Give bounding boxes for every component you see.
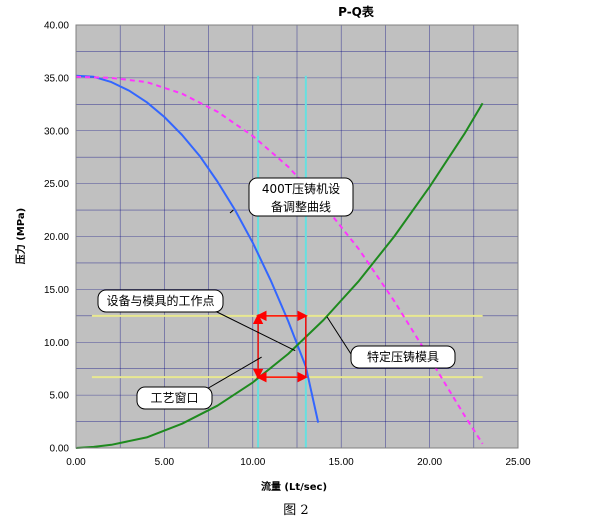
callout-pointer-machine — [229, 209, 234, 214]
x-axis-title: 流量 (Lt/sec) — [261, 480, 327, 493]
chart-title: P-Q表 — [338, 4, 375, 19]
x-tick-label: 15.00 — [329, 457, 354, 468]
x-tick-label: 25.00 — [505, 457, 530, 468]
x-tick-label: 20.00 — [417, 457, 442, 468]
callout-pointer-window — [204, 356, 262, 391]
y-tick-label: 15.00 — [44, 285, 69, 296]
y-tick-label: 40.00 — [44, 21, 69, 32]
plot-frame — [75, 24, 519, 449]
series-line-2 — [75, 75, 484, 445]
callout-pointer-die — [326, 316, 352, 355]
work-window-box — [252, 310, 308, 383]
x-tick-label: 0.00 — [66, 457, 86, 468]
series-line-3 — [75, 102, 484, 449]
callout-box-work_point — [97, 289, 224, 313]
callout-text-die: 特定压铸模具 — [367, 349, 439, 364]
callout-text-machine: 备调整曲线 — [271, 199, 331, 214]
y-tick-label: 20.00 — [44, 232, 69, 243]
callout-box-window — [136, 386, 213, 410]
tick-labels: 0.00 5.00 10.00 15.00 20.00 25.00 0.00 5.00 10.0… — [44, 21, 531, 469]
y-tick-label: 5.00 — [50, 391, 70, 402]
callout-box-die — [350, 345, 456, 369]
callout-pointer-work_point — [214, 310, 296, 352]
callout-text-work_point: 设备与模具的工作点 — [106, 293, 214, 308]
grid-lines — [76, 25, 518, 448]
callout-text-window: 工艺窗口 — [150, 391, 198, 405]
series-line-1 — [75, 74, 320, 423]
y-tick-label: 35.00 — [44, 73, 69, 84]
callout-text-machine: 400T压铸机设 — [262, 181, 340, 196]
y-tick-label: 30.00 — [44, 126, 69, 137]
callout-box-machine — [248, 177, 354, 217]
figure-caption: 图 2 — [283, 503, 308, 518]
y-axis-title: 压力 (MPa) — [14, 208, 27, 264]
x-tick-label: 5.00 — [155, 457, 175, 468]
series-lines — [75, 74, 484, 449]
y-tick-label: 0.00 — [50, 444, 70, 455]
y-tick-label: 25.00 — [44, 179, 69, 190]
y-tick-label: 10.00 — [44, 338, 69, 349]
x-tick-label: 10.00 — [240, 457, 265, 468]
